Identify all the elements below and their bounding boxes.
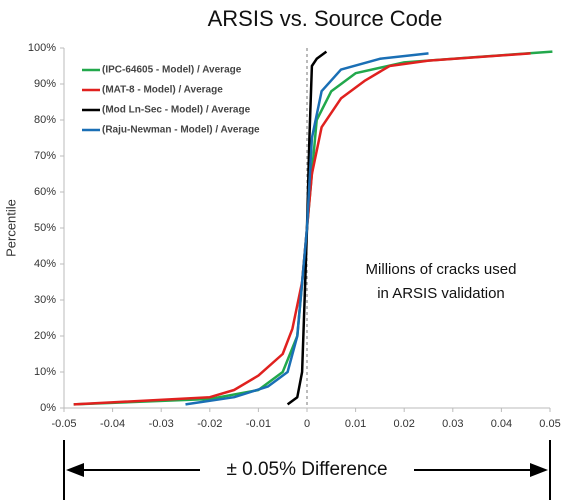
x-tick-label: 0.05 xyxy=(539,418,560,430)
y-tick-label: 90% xyxy=(34,78,56,90)
range-label: ± 0.05% Difference xyxy=(226,459,387,480)
x-tick-label: 0.04 xyxy=(491,418,512,430)
x-tick-label: -0.02 xyxy=(197,418,222,430)
y-tick-label: 70% xyxy=(34,150,56,162)
annotation: Millions of cracks used xyxy=(366,261,517,278)
annotation: in ARSIS validation xyxy=(377,285,505,302)
y-tick-label: 100% xyxy=(28,42,56,54)
y-tick-label: 40% xyxy=(34,258,56,270)
y-axis-label: Percentile xyxy=(3,199,18,257)
legend-label: (Mod Ln-Sec - Model) / Average xyxy=(102,105,251,116)
y-tick-label: 30% xyxy=(34,294,56,306)
legend-label: (MAT-8 - Model) / Average xyxy=(102,85,223,96)
x-tick-label: -0.04 xyxy=(100,418,125,430)
x-tick-label: 0 xyxy=(304,418,310,430)
y-tick-label: 80% xyxy=(34,114,56,126)
y-tick-label: 20% xyxy=(34,330,56,342)
legend-label: (Raju-Newman - Model) / Average xyxy=(102,125,260,136)
x-tick-label: 0.03 xyxy=(442,418,463,430)
x-tick-label: 0.01 xyxy=(345,418,366,430)
x-tick-label: -0.03 xyxy=(149,418,174,430)
y-tick-label: 0% xyxy=(40,402,56,414)
y-tick-label: 50% xyxy=(34,222,56,234)
x-tick-label: 0.02 xyxy=(393,418,414,430)
y-tick-label: 60% xyxy=(34,186,56,198)
x-tick-label: -0.01 xyxy=(246,418,271,430)
series-line xyxy=(185,52,429,406)
x-tick-label: -0.05 xyxy=(51,418,76,430)
legend-label: (IPC-64605 - Model) / Average xyxy=(102,65,242,76)
chart-title: ARSIS vs. Source Code xyxy=(208,6,443,31)
y-tick-label: 10% xyxy=(34,366,56,378)
range-arrow xyxy=(63,440,551,500)
